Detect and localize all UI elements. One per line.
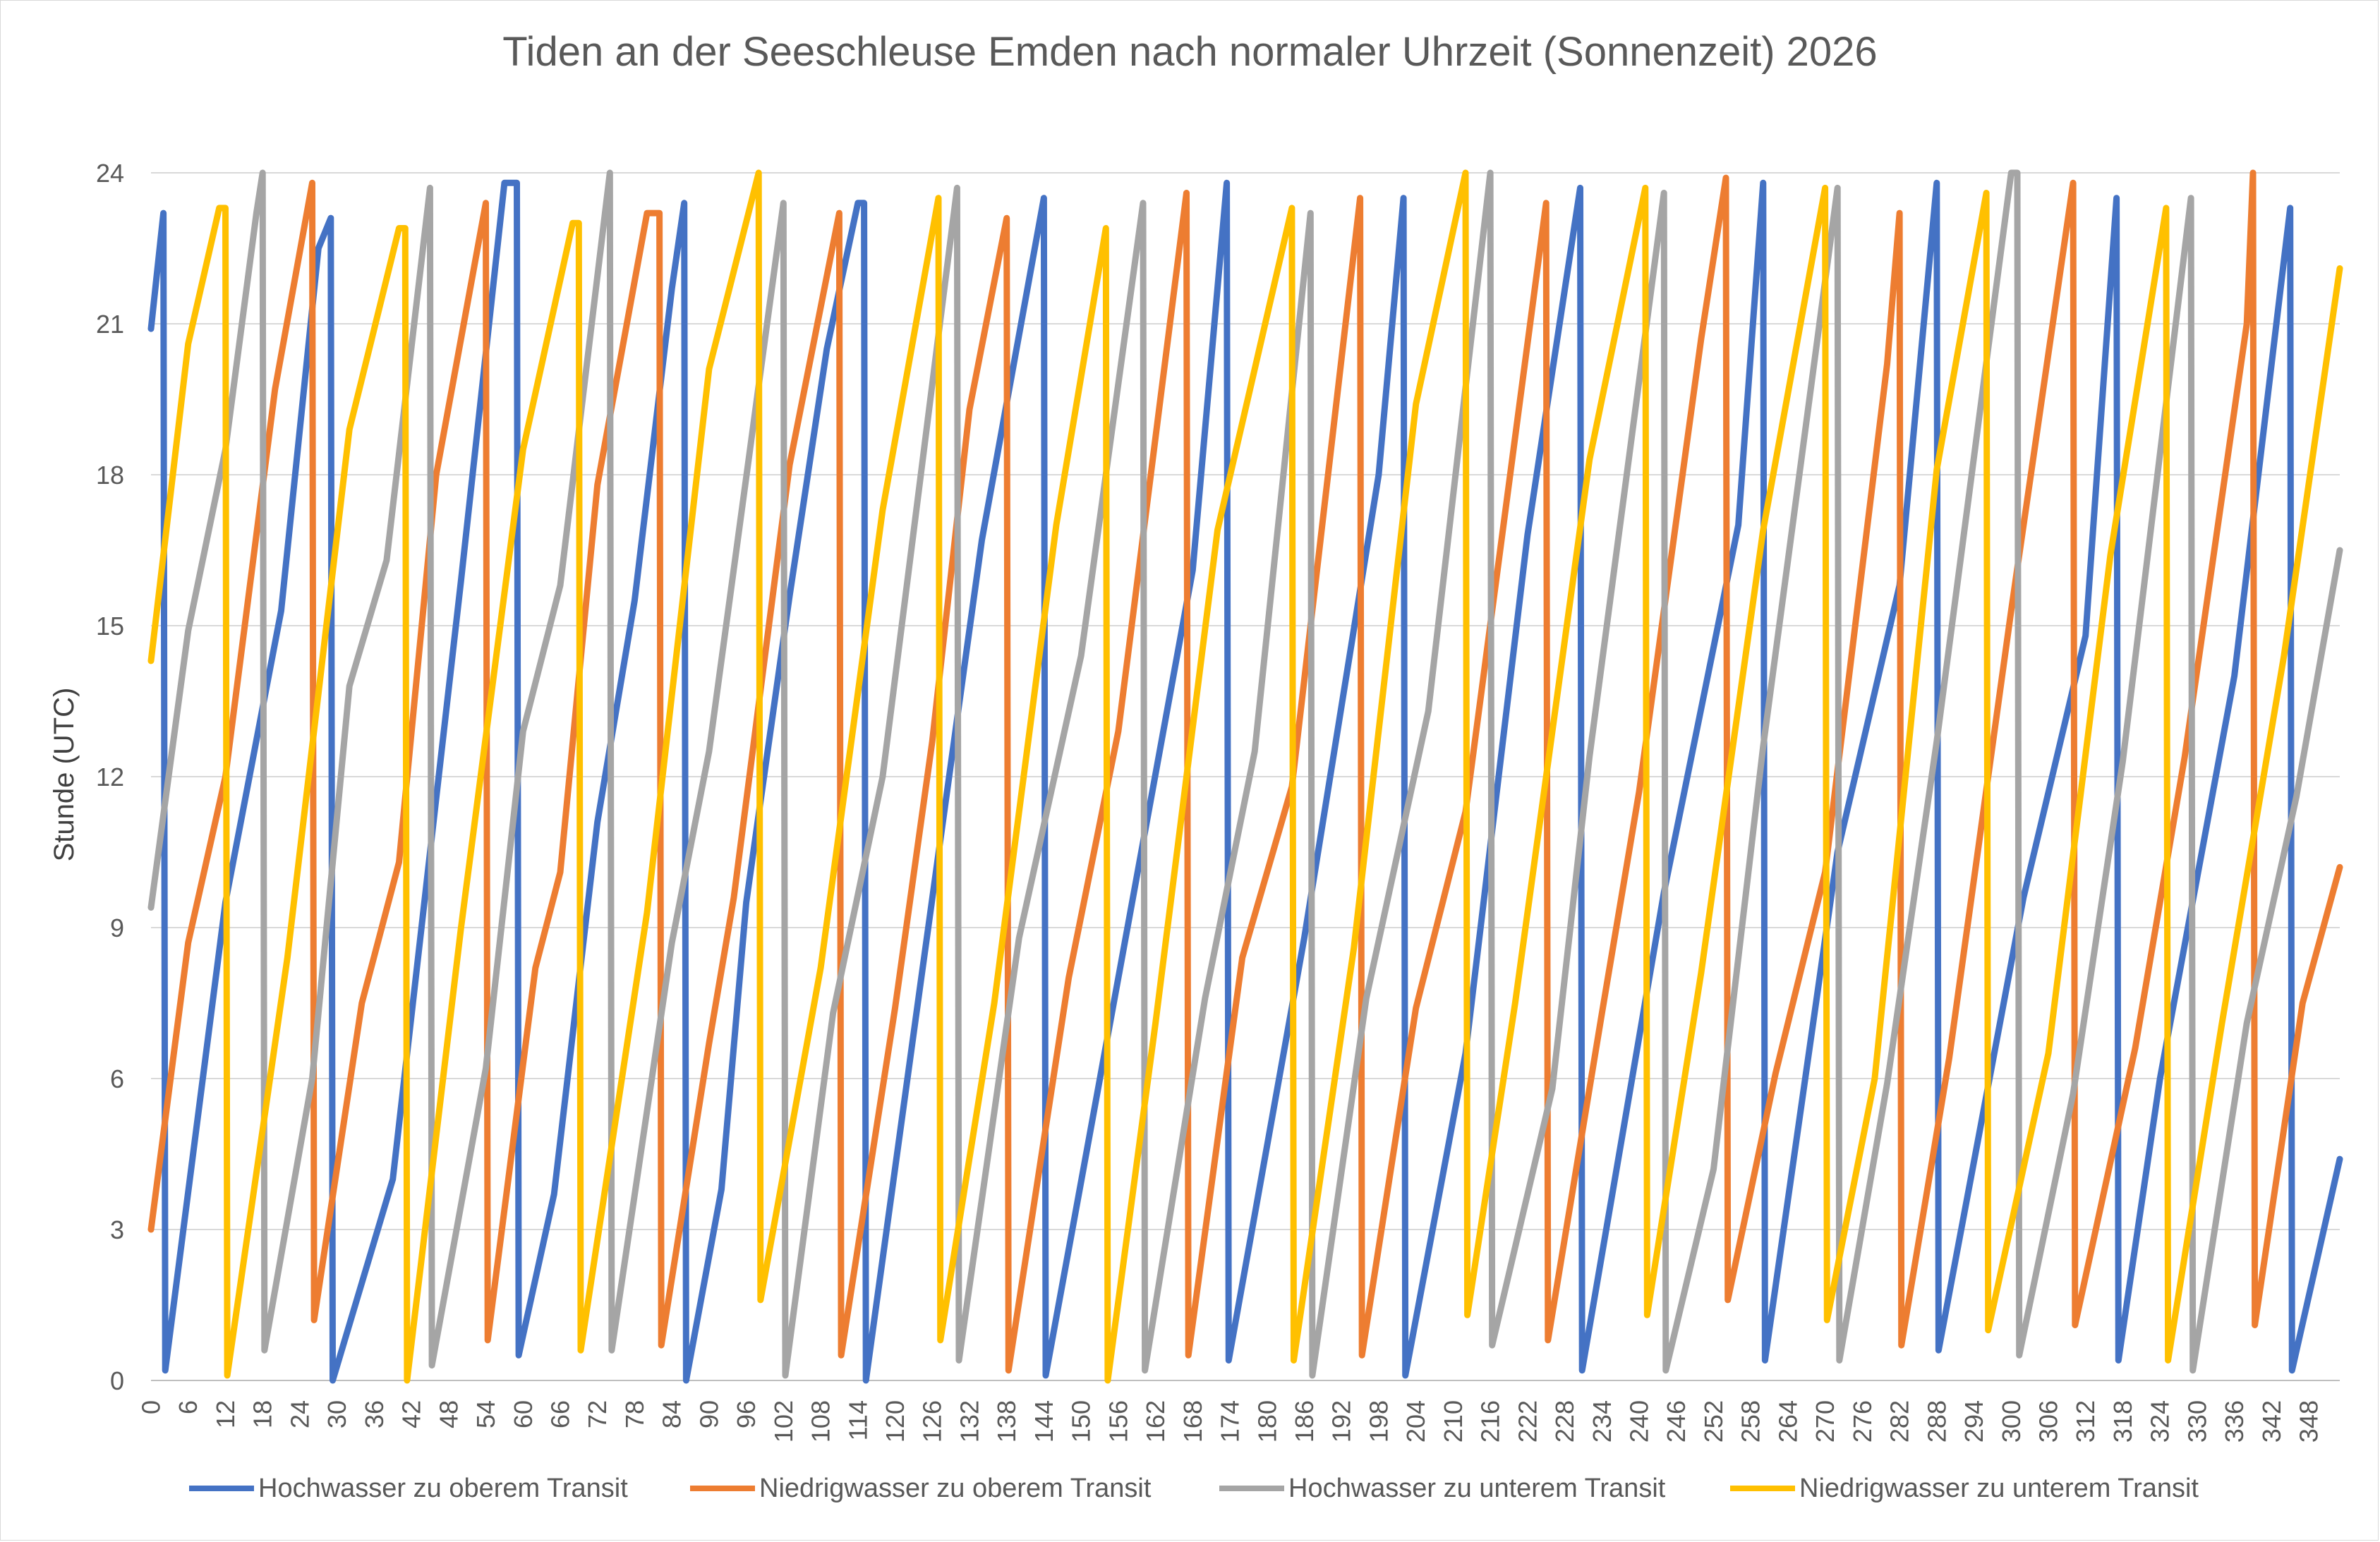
x-tick-label: 78 — [620, 1400, 649, 1428]
y-tick-label: 12 — [96, 763, 124, 791]
x-tick-label: 102 — [769, 1400, 798, 1443]
x-tick-label: 288 — [1922, 1400, 1951, 1443]
x-tick-label: 282 — [1885, 1400, 1914, 1443]
legend-item: Niedrigwasser zu unterem Transit — [1730, 1460, 2199, 1517]
x-tick-label: 42 — [397, 1400, 426, 1428]
legend-label: Hochwasser zu unterem Transit — [1288, 1473, 1666, 1503]
x-tick-label: 24 — [285, 1400, 314, 1428]
x-tick-label: 252 — [1699, 1400, 1728, 1443]
series-line-4 — [147, 169, 2343, 1384]
x-tick-label: 228 — [1550, 1400, 1579, 1443]
y-axis: 0 3 6 9 12 15 18 21 24 — [96, 159, 124, 1395]
x-tick-label: 222 — [1513, 1400, 1542, 1443]
x-tick-label: 12 — [211, 1400, 240, 1428]
x-tick-label: 306 — [2034, 1400, 2062, 1443]
x-tick-label: 234 — [1588, 1400, 1617, 1443]
x-tick-label: 132 — [955, 1400, 984, 1443]
x-tick-label: 72 — [583, 1400, 612, 1428]
series-line-3 — [147, 169, 2343, 1379]
x-tick-label: 156 — [1104, 1400, 1132, 1443]
y-axis-label: Stunde (UTC) — [49, 688, 80, 862]
x-tick-label: 48 — [434, 1400, 463, 1428]
x-tick-label: 66 — [545, 1400, 574, 1428]
x-tick-label: 138 — [992, 1400, 1021, 1443]
x-tick-label: 84 — [658, 1400, 687, 1428]
x-tick-label: 186 — [1290, 1400, 1319, 1443]
legend-swatch — [189, 1486, 254, 1491]
legend-item: Niedrigwasser zu oberem Transit — [690, 1460, 1151, 1517]
x-tick-label: 264 — [1773, 1400, 1802, 1443]
y-tick-label: 6 — [110, 1064, 124, 1093]
x-tick-label: 240 — [1625, 1400, 1654, 1443]
x-tick-label: 318 — [2108, 1400, 2137, 1443]
x-tick-label: 324 — [2146, 1400, 2175, 1443]
x-tick-label: 120 — [881, 1400, 910, 1443]
x-tick-label: 192 — [1327, 1400, 1356, 1443]
x-tick-label: 198 — [1364, 1400, 1393, 1443]
legend: Hochwasser zu oberem Transit Niedrigwasse… — [0, 1460, 2380, 1517]
legend-item: Hochwasser zu unterem Transit — [1219, 1460, 1665, 1517]
x-tick-label: 60 — [509, 1400, 538, 1428]
x-tick-label: 180 — [1252, 1400, 1281, 1443]
x-tick-label: 114 — [843, 1400, 872, 1440]
x-tick-label: 150 — [1067, 1400, 1096, 1443]
x-tick-label: 6 — [174, 1400, 203, 1414]
x-tick-label: 246 — [1662, 1400, 1691, 1443]
x-tick-label: 54 — [471, 1400, 500, 1428]
legend-label: Niedrigwasser zu unterem Transit — [1799, 1473, 2199, 1503]
y-tick-label: 3 — [110, 1215, 124, 1244]
legend-swatch — [690, 1486, 755, 1491]
x-tick-label: 312 — [2071, 1400, 2100, 1443]
y-tick-label: 0 — [110, 1366, 124, 1395]
chart-title: Tiden an der Seeschleuse Emden nach norm… — [502, 29, 1878, 75]
x-tick-label: 330 — [2182, 1400, 2211, 1443]
x-tick-label: 294 — [1959, 1400, 1988, 1443]
x-tick-label: 276 — [1848, 1400, 1877, 1443]
legend-item: Hochwasser zu oberem Transit — [189, 1460, 628, 1517]
x-tick-label: 270 — [1811, 1400, 1840, 1443]
x-tick-label: 36 — [360, 1400, 389, 1428]
series-line-1 — [147, 179, 2343, 1384]
series-lines — [147, 169, 2343, 1384]
x-axis: 0 6 12 18 24 30 36 42 48 54 60 66 72 78 84 90 96 102 108 11… — [137, 1400, 2324, 1443]
x-tick-label: 216 — [1476, 1400, 1505, 1443]
y-tick-label: 18 — [96, 461, 124, 490]
legend-swatch — [1730, 1486, 1795, 1491]
x-tick-label: 18 — [248, 1400, 277, 1428]
legend-swatch — [1219, 1486, 1284, 1491]
x-tick-label: 144 — [1029, 1400, 1058, 1443]
y-tick-label: 15 — [96, 612, 124, 641]
x-tick-label: 204 — [1401, 1400, 1430, 1443]
x-tick-label: 348 — [2295, 1400, 2324, 1443]
legend-label: Hochwasser zu oberem Transit — [258, 1473, 628, 1503]
x-tick-label: 300 — [1997, 1400, 2026, 1443]
x-tick-label: 96 — [732, 1400, 761, 1428]
legend-label: Niedrigwasser zu oberem Transit — [759, 1473, 1152, 1503]
y-tick-label: 24 — [96, 159, 124, 188]
x-tick-label: 210 — [1439, 1400, 1468, 1443]
x-tick-label: 258 — [1736, 1400, 1765, 1443]
x-tick-label: 168 — [1178, 1400, 1207, 1443]
x-tick-label: 30 — [322, 1400, 351, 1428]
x-tick-label: 0 — [137, 1400, 166, 1414]
x-tick-label: 108 — [807, 1400, 835, 1443]
x-tick-label: 336 — [2220, 1400, 2249, 1443]
y-tick-label: 21 — [96, 310, 124, 339]
x-tick-label: 174 — [1216, 1400, 1245, 1443]
x-tick-label: 342 — [2257, 1400, 2286, 1443]
x-tick-label: 90 — [694, 1400, 723, 1428]
x-tick-label: 126 — [918, 1400, 947, 1443]
y-tick-label: 9 — [110, 913, 124, 942]
x-tick-label: 162 — [1141, 1400, 1170, 1443]
